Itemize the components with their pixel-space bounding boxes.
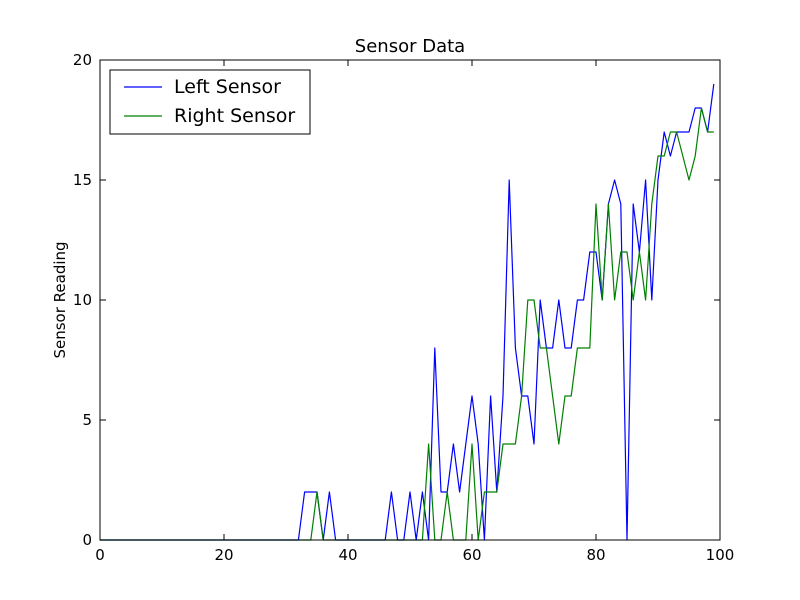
x-tick-label: 80 — [586, 546, 605, 564]
legend: Left Sensor Right Sensor — [109, 69, 311, 135]
y-tick-label: 10 — [73, 291, 92, 309]
chart-title: Sensor Data — [355, 36, 465, 57]
legend-label-right-sensor: Right Sensor — [174, 105, 295, 127]
x-tick-label: 100 — [706, 546, 735, 564]
y-tick-label: 5 — [82, 411, 92, 429]
x-tick-label: 20 — [214, 546, 233, 564]
x-tick-label: 40 — [338, 546, 357, 564]
y-tick-label: 15 — [73, 171, 92, 189]
legend-label-left-sensor: Left Sensor — [174, 76, 281, 98]
x-tick-label: 0 — [95, 546, 105, 564]
legend-box — [109, 69, 311, 135]
y-axis-label: Sensor Reading — [51, 241, 69, 358]
axes-frame — [99, 59, 721, 541]
x-tick-label: 60 — [462, 546, 481, 564]
y-tick-label: 20 — [73, 51, 92, 69]
y-tick-label: 0 — [82, 531, 92, 549]
